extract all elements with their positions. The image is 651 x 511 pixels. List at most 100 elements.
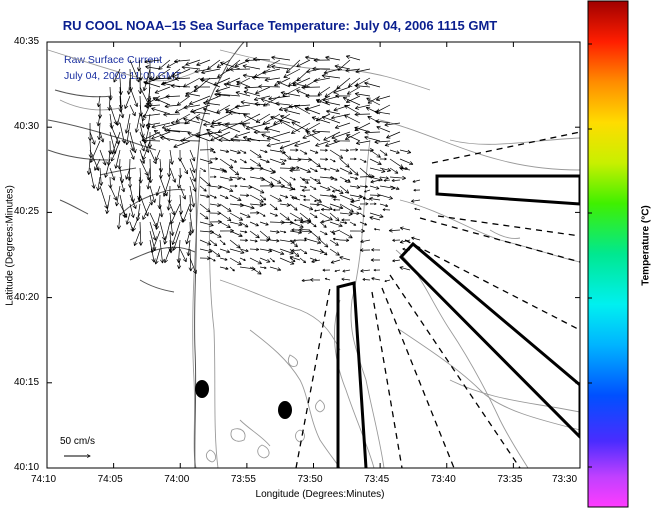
current-vector bbox=[159, 176, 168, 197]
current-vector bbox=[369, 193, 381, 198]
current-vector bbox=[279, 149, 292, 160]
current-vector bbox=[149, 221, 157, 241]
current-vector bbox=[384, 279, 391, 283]
y-tick-label: 40:25 bbox=[14, 206, 40, 218]
current-vector bbox=[313, 58, 331, 63]
current-vector bbox=[149, 230, 157, 251]
current-vector bbox=[269, 158, 286, 166]
current-vector bbox=[183, 117, 201, 124]
current-vector bbox=[139, 104, 146, 128]
current-vector bbox=[239, 230, 248, 234]
current-vector bbox=[339, 203, 354, 213]
current-vector bbox=[411, 199, 421, 203]
current-vector bbox=[216, 104, 231, 114]
scale-arrow-label: 50 cm/s bbox=[60, 436, 96, 447]
current-vector bbox=[219, 149, 230, 154]
current-vector bbox=[129, 203, 135, 218]
current-vector bbox=[389, 175, 407, 181]
current-vector bbox=[86, 158, 92, 175]
current-vector bbox=[125, 122, 131, 146]
current-vector bbox=[209, 257, 216, 262]
current-vector bbox=[133, 230, 141, 247]
current-vector bbox=[154, 212, 161, 230]
current-vector bbox=[373, 227, 381, 231]
current-vector bbox=[229, 158, 237, 163]
current-vector bbox=[209, 149, 216, 154]
axis-tick-marks bbox=[46, 41, 581, 469]
current-vector bbox=[129, 194, 137, 210]
current-vector bbox=[379, 149, 388, 156]
current-vector bbox=[161, 122, 181, 130]
current-vector bbox=[313, 77, 331, 83]
depth-contours bbox=[47, 49, 580, 468]
current-vector bbox=[350, 199, 361, 204]
current-vector bbox=[211, 113, 231, 124]
current-vector bbox=[149, 212, 158, 228]
current-vector bbox=[146, 95, 161, 105]
x-tick-label: 73:55 bbox=[230, 474, 256, 485]
current-vector bbox=[325, 55, 341, 61]
current-vector bbox=[188, 248, 193, 272]
current-vector bbox=[219, 266, 229, 271]
current-vector bbox=[179, 185, 187, 200]
current-vector bbox=[223, 82, 241, 88]
current-vector bbox=[229, 176, 241, 181]
current-vector bbox=[301, 178, 311, 182]
current-vector bbox=[141, 138, 161, 143]
current-vector bbox=[89, 167, 96, 189]
current-vector bbox=[146, 113, 151, 130]
current-vector bbox=[314, 199, 321, 203]
current-vector bbox=[169, 149, 174, 165]
current-vector bbox=[219, 158, 234, 169]
current-vector bbox=[166, 128, 191, 133]
current-vector bbox=[220, 61, 241, 70]
current-vector bbox=[383, 179, 391, 182]
current-vector bbox=[292, 77, 311, 87]
current-vector bbox=[329, 176, 338, 181]
current-vector bbox=[116, 212, 122, 230]
current-vector bbox=[289, 239, 298, 248]
current-vector bbox=[269, 230, 280, 234]
current-vector bbox=[154, 86, 171, 94]
current-vector bbox=[346, 86, 361, 95]
sector-box-diagonal bbox=[398, 241, 580, 440]
current-vector bbox=[108, 140, 113, 155]
current-vector bbox=[289, 257, 296, 263]
current-vector bbox=[142, 203, 151, 220]
current-vector bbox=[234, 131, 251, 139]
current-vector bbox=[289, 221, 304, 229]
current-vector bbox=[389, 167, 399, 174]
current-vector bbox=[369, 149, 381, 158]
current-vector bbox=[311, 129, 331, 134]
current-vector bbox=[129, 59, 140, 83]
current-vector bbox=[163, 112, 181, 117]
current-vector bbox=[413, 188, 421, 192]
current-vector bbox=[301, 188, 311, 192]
current-vector bbox=[219, 212, 232, 222]
current-vector bbox=[117, 158, 122, 170]
current-vector bbox=[289, 176, 296, 181]
current-vector bbox=[279, 194, 289, 199]
current-vector bbox=[314, 209, 321, 212]
current-vector bbox=[203, 101, 221, 106]
current-vector bbox=[359, 248, 371, 253]
current-vector bbox=[299, 219, 311, 224]
current-vector bbox=[279, 166, 296, 171]
current-vector bbox=[143, 80, 161, 88]
current-vector bbox=[309, 212, 318, 219]
current-vector bbox=[369, 216, 381, 221]
current-vector bbox=[292, 81, 311, 88]
current-vector bbox=[139, 149, 146, 164]
current-vector bbox=[355, 68, 371, 74]
current-vector bbox=[309, 230, 321, 241]
current-vector bbox=[195, 131, 221, 138]
current-vector bbox=[158, 158, 163, 173]
current-vector bbox=[105, 194, 111, 214]
current-vector bbox=[399, 239, 411, 244]
current-vector bbox=[249, 266, 262, 275]
current-vector bbox=[279, 176, 292, 186]
current-vector bbox=[289, 255, 301, 261]
current-vector bbox=[171, 221, 181, 245]
current-vector bbox=[239, 238, 248, 242]
current-vector bbox=[249, 194, 264, 203]
